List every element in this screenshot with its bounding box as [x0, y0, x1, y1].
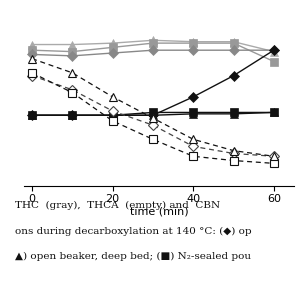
- Text: ons during decarboxylation at 140 °C: (◆) op: ons during decarboxylation at 140 °C: (◆…: [15, 226, 252, 236]
- X-axis label: time (min): time (min): [130, 206, 188, 216]
- Text: THC  (gray),  THCA  (empty) and  CBN: THC (gray), THCA (empty) and CBN: [15, 201, 220, 210]
- Text: ▲) open beaker, deep bed; (■) N₂-sealed pou: ▲) open beaker, deep bed; (■) N₂-sealed …: [15, 252, 251, 261]
